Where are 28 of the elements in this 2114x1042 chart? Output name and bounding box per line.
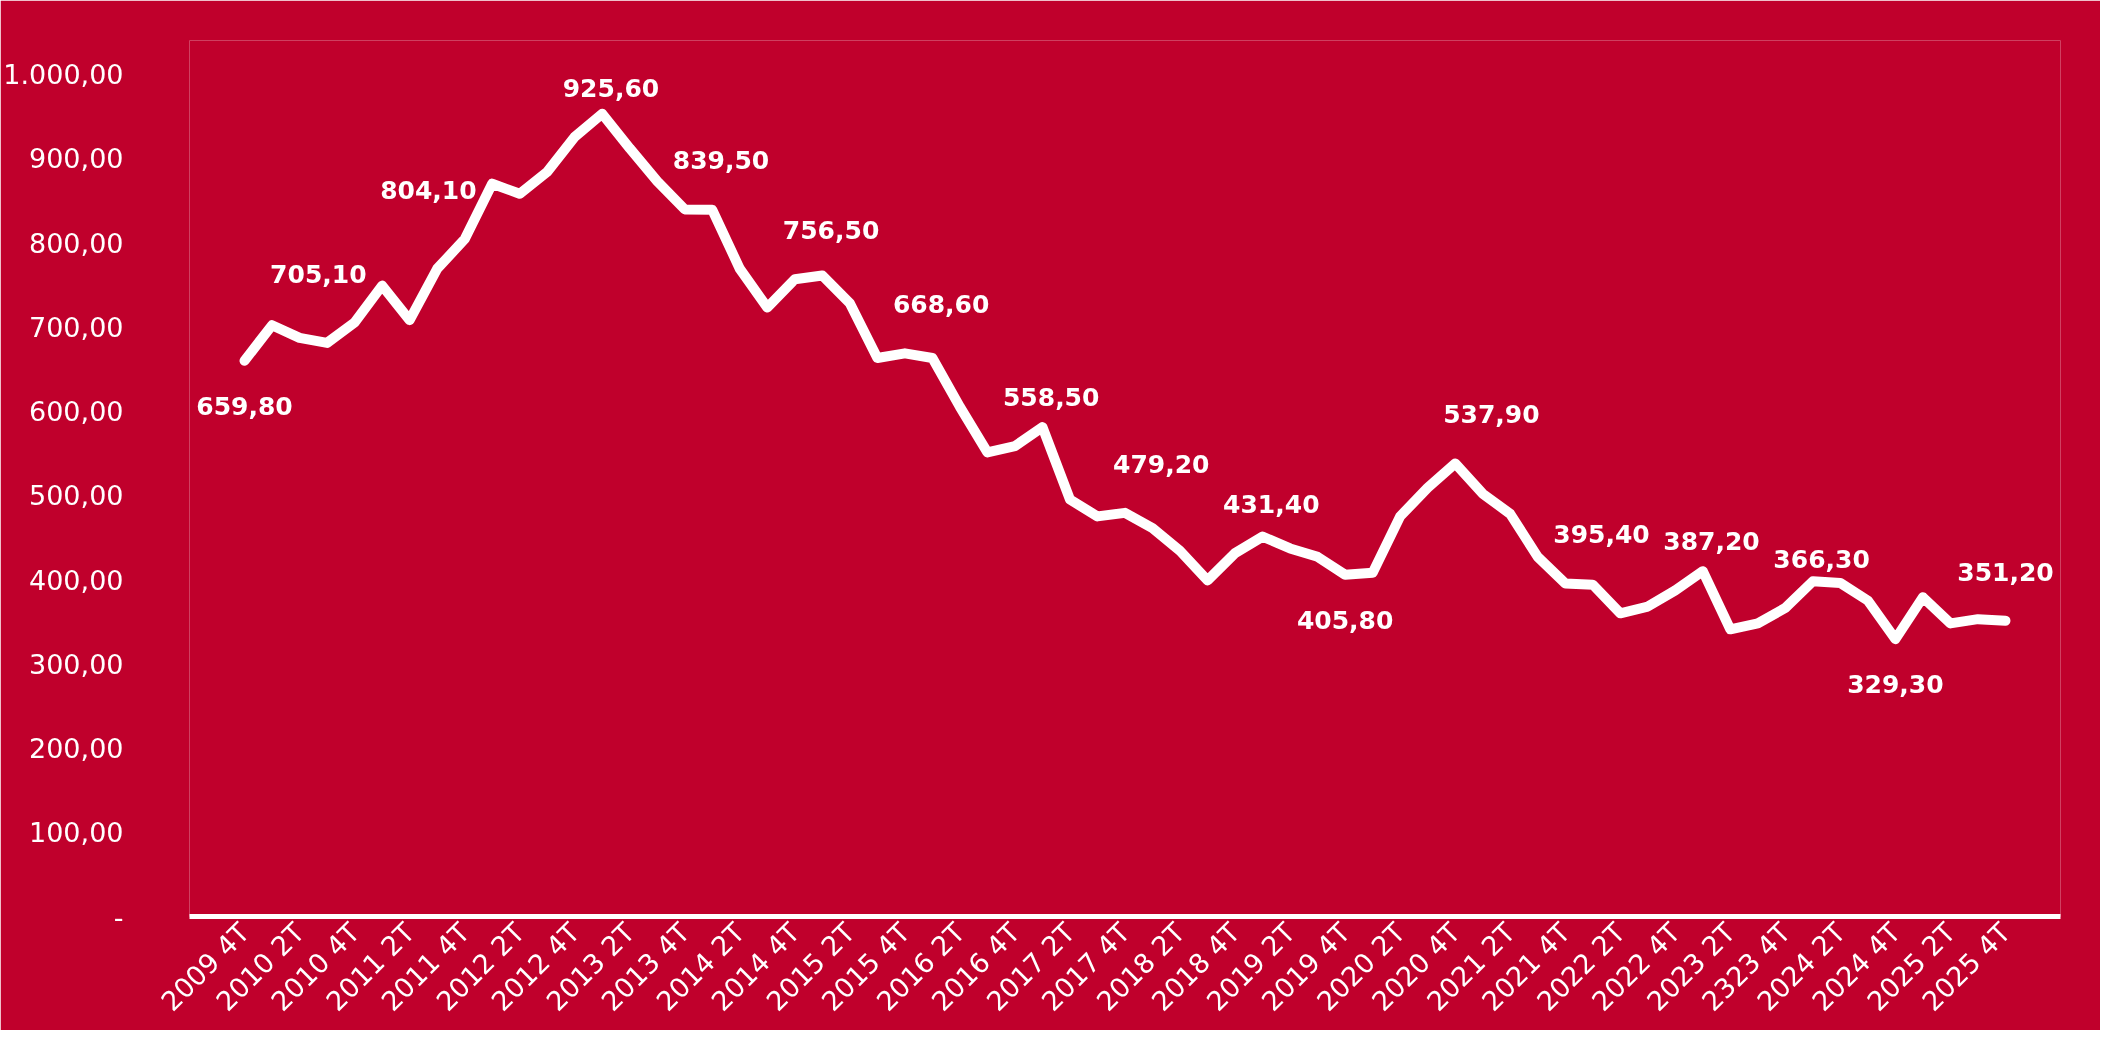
data-label: 366,30 (1773, 544, 1870, 574)
data-label: 395,40 (1553, 520, 1650, 550)
y-tick-label: 300,00 (29, 648, 124, 680)
y-tick-label: 1.000,00 (3, 59, 124, 91)
data-label: 558,50 (1002, 383, 1100, 413)
y-tick-label: 600,00 (29, 396, 124, 428)
data-label: 387,20 (1663, 527, 1760, 557)
y-tick-label: 700,00 (29, 311, 124, 343)
data-label: 925,60 (562, 73, 660, 103)
data-label: 329,30 (1847, 670, 1944, 700)
y-tick-label: 500,00 (29, 480, 124, 512)
data-label: 479,20 (1113, 449, 1210, 479)
y-tick-label: - (113, 901, 124, 933)
data-label: 756,50 (782, 216, 880, 246)
y-tick-label: 400,00 (29, 564, 124, 596)
data-label: 405,80 (1296, 605, 1394, 635)
y-tick-label: 800,00 (29, 227, 124, 259)
data-label: 705,10 (270, 259, 367, 289)
data-label: 351,20 (1957, 557, 2054, 587)
data-label: 804,10 (380, 176, 477, 206)
y-tick-label: 100,00 (29, 817, 124, 849)
data-label: 668,60 (892, 290, 990, 320)
data-label: 659,80 (196, 391, 293, 421)
y-tick-label: 900,00 (29, 143, 124, 175)
data-label: 537,90 (1443, 400, 1540, 430)
data-label: 839,50 (672, 146, 770, 176)
data-label: 431,40 (1223, 490, 1320, 520)
y-tick-label: 200,00 (29, 733, 124, 765)
